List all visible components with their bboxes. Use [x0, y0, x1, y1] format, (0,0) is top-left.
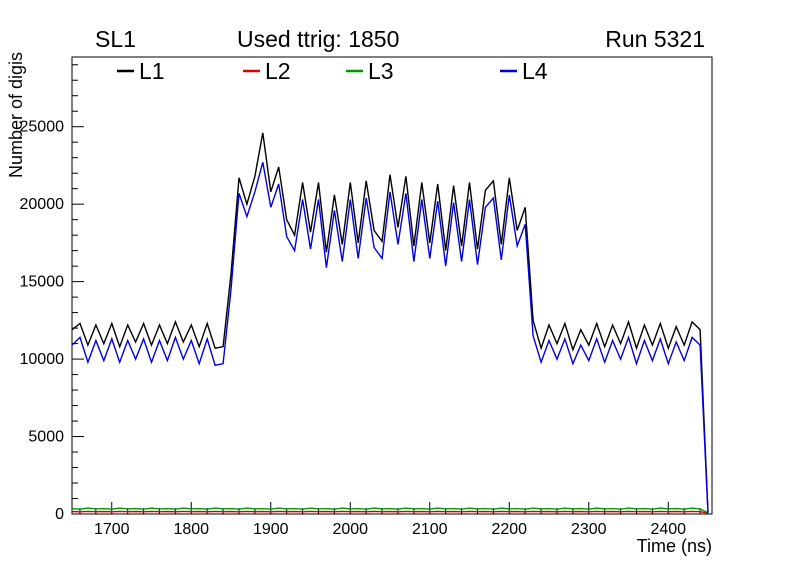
y-tick-label: 20000: [20, 196, 65, 213]
legend-label-L1: L1: [139, 58, 165, 84]
plot-frame: [71, 56, 713, 515]
y-tick-label: 25000: [20, 119, 65, 136]
y-tick-label: 5000: [28, 429, 64, 446]
legend-label-L2: L2: [265, 58, 291, 84]
x-tick-label: 2400: [650, 521, 686, 538]
legend-label-L4: L4: [522, 58, 548, 84]
x-tick-label: 1900: [253, 521, 289, 538]
y-tick-label: 0: [55, 506, 64, 523]
y-tick-label: 15000: [20, 274, 65, 291]
series-line-L1: [71, 132, 709, 513]
legend-label-L3: L3: [368, 58, 394, 84]
x-tick-label: 2100: [412, 521, 448, 538]
series-line-L2: [71, 510, 709, 514]
series-line-L4: [71, 162, 709, 514]
x-tick-label: 2200: [491, 521, 527, 538]
plot-title-center: Used ttrig: 1850: [237, 26, 400, 52]
x-axis-title: Time (ns): [637, 536, 712, 556]
x-tick-label: 2300: [571, 521, 607, 538]
plot-title-right: Run 5321: [605, 26, 705, 52]
y-axis-title: Number of digis: [6, 52, 26, 178]
plot-title-left: SL1: [95, 26, 136, 52]
x-tick-label: 2000: [332, 521, 368, 538]
y-tick-label: 10000: [20, 351, 65, 368]
series-line-L3: [71, 507, 709, 514]
x-tick-label: 1800: [173, 521, 209, 538]
x-tick-label: 1700: [94, 521, 130, 538]
